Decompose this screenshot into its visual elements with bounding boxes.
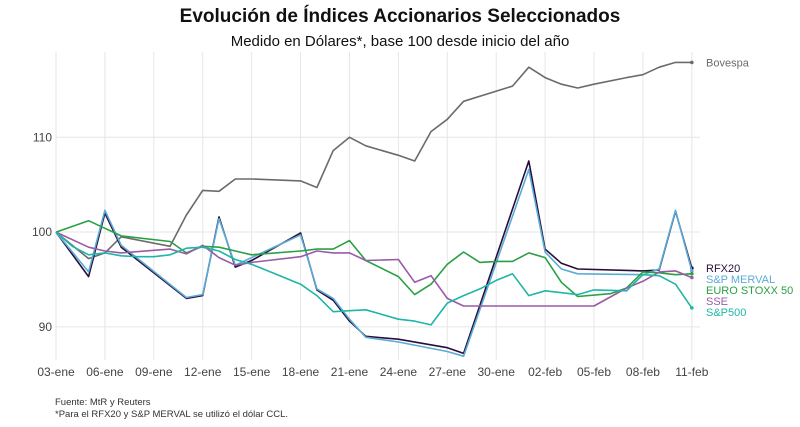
grid-lines (55, 52, 700, 360)
series-line-bovespa (55, 61, 692, 260)
series-end-point-s-p500 (690, 306, 694, 310)
series-label-s-p-merval: S&P MERVAL (706, 274, 775, 286)
source-note: Fuente: MtR y Reuters (55, 397, 151, 408)
series-line-sse (55, 231, 693, 307)
series-label-s-p500: S&P500 (706, 307, 746, 319)
x-tick-label: 09-ene (135, 365, 173, 379)
series-label-bovespa: Bovespa (706, 57, 750, 69)
x-tick-label: 27-ene (429, 365, 467, 379)
chart-notes: Fuente: MtR y Reuters *Para el RFX20 y S… (55, 397, 288, 421)
line-chart: 03-ene 06-ene 09-ene 12-ene 15-ene 18-ene 21-e… (32, 52, 793, 379)
x-tick-label: 02-feb (528, 365, 562, 379)
chart-subtitle: Medido en Dólares*, base 100 desde inici… (230, 33, 570, 50)
x-axis-ticks: 03-ene 06-ene 09-ene 12-ene 15-ene 18-ene 21-e… (37, 365, 708, 379)
series-label-sse: SSE (706, 296, 728, 308)
series-line-s-p500 (55, 231, 693, 326)
x-tick-label: 15-ene (233, 365, 271, 379)
x-tick-label: 18-ene (282, 365, 320, 379)
x-tick-label: 03-ene (37, 365, 75, 379)
series-line-s-p-merval (55, 168, 693, 358)
x-tick-label: 24-ene (380, 365, 418, 379)
series-end-point-bovespa (690, 60, 694, 65)
series-label-rfx20: RFX20 (706, 263, 740, 275)
series-lines (55, 60, 694, 358)
series-end-point-s-p-merval (690, 269, 694, 273)
footnote: *Para el RFX20 y S&P MERVAL se utilizó e… (55, 409, 289, 420)
chart-title: Evolución de Índices Accionarios Selecci… (179, 6, 621, 27)
series-end-point-sse (690, 275, 694, 280)
x-tick-label: 12-ene (184, 365, 222, 379)
x-tick-label: 21-ene (331, 365, 369, 379)
x-tick-label: 11-feb (675, 365, 708, 379)
x-tick-label: 30-ene (478, 365, 516, 379)
series-label-euro-stoxx-50: EURO STOXX 50 (706, 285, 793, 297)
y-axis-ticks: 90 100 110 (32, 130, 52, 334)
x-tick-label: 08-feb (626, 365, 660, 379)
x-tick-label: 06-ene (86, 365, 124, 379)
series-line-rfx20 (55, 160, 693, 355)
y-tick-label: 90 (39, 320, 53, 334)
y-tick-label: 100 (32, 225, 52, 239)
series-end-point-euro-stoxx-50 (690, 271, 694, 276)
y-tick-label: 110 (33, 130, 52, 144)
x-tick-label: 05-feb (577, 365, 611, 379)
